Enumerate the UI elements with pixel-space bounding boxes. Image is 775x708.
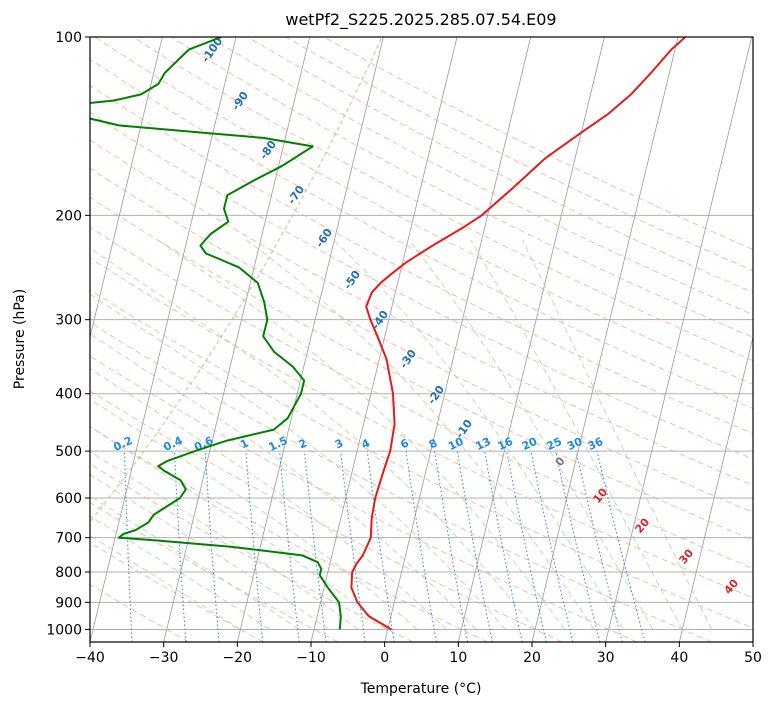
mixing-ratio-label: 10	[446, 435, 466, 453]
x-tick-label: 50	[744, 650, 762, 666]
dry-adiabat-line	[90, 226, 753, 570]
mixing-ratio-label: 20	[520, 435, 540, 453]
x-tick-label: 40	[670, 650, 688, 666]
isotherm-line	[678, 335, 753, 642]
dry-adiabat-line	[90, 196, 753, 541]
y-tick-label: 400	[55, 387, 82, 403]
x-tick-label: −30	[149, 650, 179, 666]
mixing-ratio-line	[204, 451, 220, 642]
x-tick-label: 10	[449, 650, 467, 666]
moist-adiabat-line	[408, 239, 654, 630]
mixing-ratio-line	[530, 451, 574, 642]
moist-adiabat-line	[470, 239, 683, 630]
mixing-ratio-line	[245, 451, 264, 642]
mixing-ratio-line	[506, 451, 547, 642]
isotherm-line	[236, 37, 384, 642]
x-tick-label: −20	[223, 650, 253, 666]
y-tick-label: 600	[55, 491, 82, 507]
tick-layer: −40 −30 −20 −10 0 10 20 30 40 50 1000 900 800 700 600 5…	[46, 30, 762, 666]
dry-adiabat-line	[90, 84, 753, 435]
mixing-ratio-line	[484, 451, 523, 642]
moist-adiabat-line	[90, 473, 330, 630]
moist-adiabat-line	[157, 239, 565, 630]
dry-adiabat-line	[90, 167, 753, 513]
moist-adiabat-line	[246, 239, 595, 630]
mixing-ratio-label: 13	[474, 435, 493, 453]
dry-adiabat-line	[90, 111, 753, 460]
mixing-ratio-label: 30	[565, 435, 585, 453]
dry-adiabat-line	[247, 37, 753, 294]
moist-adiabat-line	[90, 451, 359, 630]
isotherm-line	[90, 37, 237, 642]
mixing-ratio-line	[366, 451, 395, 642]
y-tick-label: 100	[55, 30, 82, 46]
chart-title: wetPf2_S225.2025.285.07.54.E09	[285, 10, 556, 30]
y-tick-label: 700	[55, 531, 82, 547]
y-tick-label: 800	[55, 565, 82, 581]
dry-adiabat-line	[94, 37, 753, 385]
x-tick-label: 20	[523, 650, 541, 666]
dry-adiabat-line	[90, 426, 488, 642]
x-tick-label: 0	[380, 650, 389, 666]
isotherm-line	[457, 37, 605, 642]
dry-adiabat-line	[90, 583, 190, 642]
x-tick-label: −10	[296, 650, 326, 666]
mixing-ratio-line	[456, 451, 493, 642]
mixing-ratio-line	[340, 451, 366, 642]
isotherm-line	[384, 37, 532, 642]
dewpoint-profile-line	[90, 37, 342, 630]
moist-adiabat-line	[90, 247, 536, 630]
plot-frame	[89, 36, 754, 643]
dry-adiabat-line	[90, 355, 638, 642]
y-tick-label: 900	[55, 595, 82, 611]
mixing-ratio-line	[303, 451, 327, 642]
grid-layer	[90, 37, 753, 642]
isotherm-line	[605, 37, 753, 642]
isotherm-line	[531, 37, 679, 642]
moist-adiabat-line	[90, 333, 477, 630]
mixing-ratio-line	[596, 450, 646, 642]
dry-adiabat-line	[90, 321, 712, 642]
isotherm-line	[90, 37, 163, 339]
mixing-ratio-line	[279, 451, 300, 642]
series-layer	[90, 37, 687, 631]
y-axis-label: Pressure (hPa)	[12, 289, 28, 389]
y-tick-label: 500	[55, 444, 82, 460]
x-axis-label: Temperature (°C)	[360, 681, 482, 697]
mixing-ratio-line	[555, 450, 601, 642]
dry-adiabat-line	[132, 37, 753, 362]
mixing-ratio-label: 25	[545, 435, 564, 453]
dry-adiabat-line	[90, 390, 563, 642]
moist-adiabat-line	[333, 239, 624, 630]
moist-adiabat-line	[90, 368, 447, 630]
dry-adiabat-line	[90, 463, 414, 642]
y-tick-label: 200	[55, 208, 82, 224]
moist-adiabat-line	[522, 239, 713, 630]
mixing-ratio-label: 36	[586, 435, 606, 453]
mixing-ratio-label: 16	[496, 435, 516, 453]
moist-adiabat-line	[90, 398, 418, 630]
mixing-ratio-line	[575, 450, 623, 642]
moist-adiabat-line	[90, 495, 300, 630]
y-tick-label: 300	[55, 313, 82, 329]
y-tick-label: 1000	[46, 622, 82, 638]
isotherm-line	[163, 37, 311, 642]
x-tick-label: 30	[597, 650, 615, 666]
temperature-profile-line	[350, 37, 687, 631]
x-tick-label: −40	[75, 650, 105, 666]
